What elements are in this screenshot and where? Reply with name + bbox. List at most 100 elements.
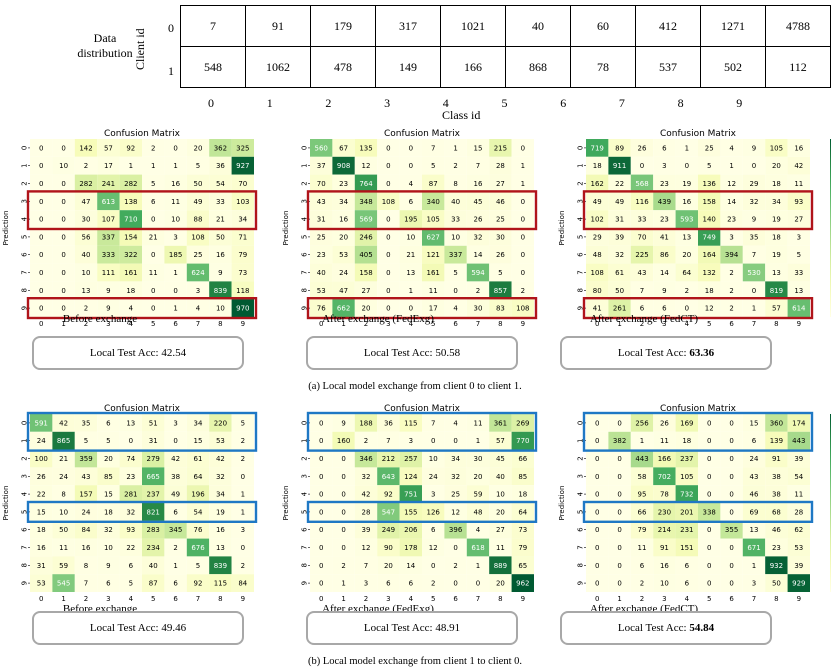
cell-value: 618	[471, 544, 484, 552]
heatmap-cell	[720, 174, 743, 193]
cell-value: 121	[427, 251, 440, 259]
heatmap-cell	[630, 485, 654, 503]
cell-value: 770	[516, 437, 529, 445]
heatmap-cell	[164, 156, 187, 175]
heatmap-cell	[787, 414, 810, 432]
cell-value: 84	[82, 526, 91, 534]
cell-value: 9	[662, 287, 666, 295]
y-tick-label: 5	[577, 510, 585, 514]
heatmap-cell	[742, 520, 766, 539]
cell-value: 1	[129, 162, 133, 170]
cell-value: 0	[521, 269, 525, 277]
heatmap-cell	[422, 156, 445, 175]
cell-value: 108	[516, 305, 529, 313]
cell-value: 6	[173, 580, 178, 588]
x-tick-label: 7	[752, 320, 756, 328]
heatmap-cell	[742, 414, 766, 432]
cell-value: 10	[59, 162, 68, 170]
cell-value: 93	[794, 198, 803, 206]
cell-value: 12	[727, 180, 736, 188]
cell-value: 9	[752, 216, 756, 224]
cell-value: 1	[173, 162, 177, 170]
heatmap-cell	[310, 414, 333, 432]
distribution-title: Data distribution	[60, 31, 150, 61]
matrix-caption: After exchange (FedExg)	[322, 313, 434, 325]
cell-value: 33	[451, 216, 460, 224]
heatmap-cell	[630, 245, 654, 264]
cell-value: 0	[386, 251, 390, 259]
heatmap-cell	[377, 192, 400, 211]
cell-value: 64	[518, 508, 527, 516]
heatmap-cell	[209, 449, 232, 468]
x-tick-label: 8	[498, 320, 502, 328]
cell-value: 0	[595, 419, 599, 427]
cell-value: 118	[236, 287, 249, 295]
cell-value: 33	[794, 269, 803, 277]
heatmap-cell	[231, 281, 254, 300]
heatmap-cell	[698, 520, 721, 539]
cell-value: 30	[474, 455, 483, 463]
cell-value: 819	[770, 287, 783, 295]
cell-value: 0	[521, 251, 525, 259]
x-tick-label: 9	[521, 320, 525, 328]
cell-value: 6	[409, 580, 414, 588]
cell-value: 1	[151, 162, 155, 170]
heatmap-cell	[630, 281, 654, 300]
heatmap-cell	[97, 485, 120, 503]
cell-value: 28	[362, 508, 371, 516]
cell-value: 158	[359, 269, 372, 277]
heatmap-cell	[466, 520, 490, 539]
x-tick-label: 3	[106, 595, 110, 603]
cell-value: 394	[725, 251, 739, 259]
cell-value: 7	[386, 437, 390, 445]
cell-value: 62	[794, 526, 803, 534]
heatmap-cell	[209, 485, 232, 503]
heatmap-cell	[399, 574, 422, 592]
cell-value: 443	[635, 455, 648, 463]
y-tick-label: 7	[301, 270, 309, 274]
heatmap-cell	[630, 263, 654, 282]
cell-value: 0	[409, 305, 413, 313]
cell-value: 18	[126, 287, 135, 295]
cell-value: 195	[404, 216, 417, 224]
heatmap-cell	[399, 228, 422, 246]
cell-value: 5	[431, 162, 435, 170]
cell-value: 32	[451, 473, 460, 481]
x-tick-label: 9	[241, 320, 245, 328]
y-tick-label: 8	[21, 563, 29, 567]
cell-value: 0	[151, 305, 155, 313]
cell-value: 839	[214, 287, 227, 295]
client-axis-label: Client id	[133, 28, 147, 70]
heatmap-cell	[765, 467, 788, 486]
highlight-box	[306, 190, 538, 231]
cell-value: 79	[238, 251, 247, 259]
matrix-title: Confusion Matrix	[384, 404, 461, 414]
cell-value: 10	[59, 508, 68, 516]
heatmap-cell	[422, 467, 445, 486]
y-tick-label: 1	[577, 438, 585, 442]
cell-value: 2	[729, 287, 733, 295]
heatmap-cell	[186, 538, 210, 557]
heatmap-cell	[119, 520, 142, 539]
heatmap-cell	[332, 503, 355, 521]
y-axis-label: Prediction	[2, 486, 10, 521]
heatmap-cell	[489, 299, 512, 317]
cell-value: 11	[474, 419, 483, 427]
cell-value: 10	[104, 544, 113, 552]
heatmap-cell	[608, 414, 631, 432]
cell-value: 26	[474, 216, 483, 224]
x-tick-label: 4	[409, 320, 414, 328]
heatmap-cell	[511, 192, 534, 211]
x-tick-label: 7	[752, 595, 756, 603]
heatmap-cell	[119, 556, 142, 575]
heatmap-cell	[52, 414, 75, 432]
heatmap-cell	[422, 263, 445, 282]
heatmap-cell	[466, 174, 490, 193]
heatmap-cell	[209, 538, 232, 557]
x-tick-label: 4	[129, 595, 134, 603]
cell-value: 25	[705, 144, 714, 152]
heatmap-cell	[186, 485, 210, 503]
cell-value: 0	[341, 526, 345, 534]
cell-value: 0	[595, 491, 599, 499]
heatmap-cell	[97, 503, 120, 521]
